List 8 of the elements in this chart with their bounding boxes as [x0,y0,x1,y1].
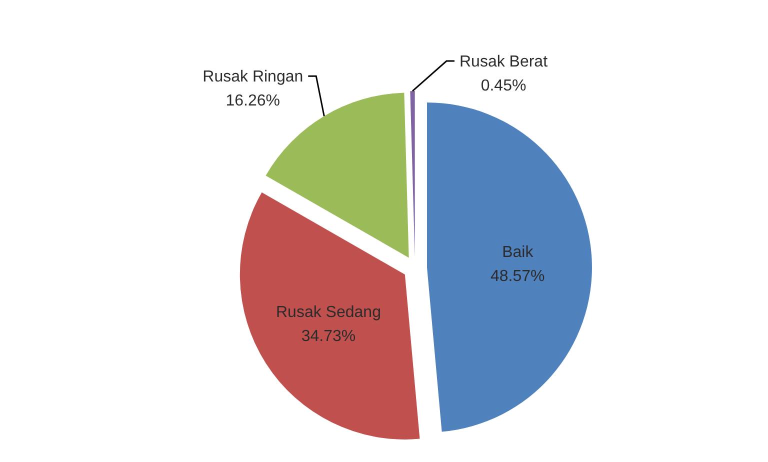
slice-label: Rusak Ringan [202,68,304,86]
data-label: 48.57% [490,268,545,285]
data-label: 16.26% [226,92,280,110]
slice-label: Baik [502,244,534,261]
slice-label: Rusak Sedang [276,304,381,322]
data-label: 34.73% [301,328,356,346]
slice-label: Rusak Berat [460,54,548,71]
data-label: 0.45% [480,78,526,95]
